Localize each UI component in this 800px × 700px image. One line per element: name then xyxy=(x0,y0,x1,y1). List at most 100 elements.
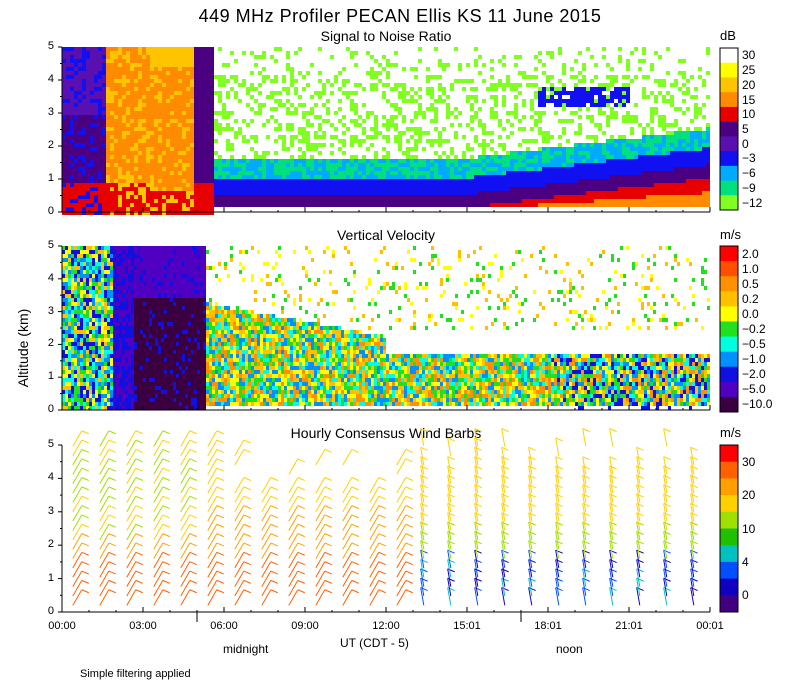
snr-cell xyxy=(382,115,386,119)
snr-cell xyxy=(498,59,502,63)
snr-cell xyxy=(382,147,386,151)
snr-cell xyxy=(470,195,474,199)
snr-cell xyxy=(458,171,462,175)
snr-cell xyxy=(330,159,334,163)
snr-cell xyxy=(62,143,66,147)
snr-cell xyxy=(198,139,202,143)
snr-cell xyxy=(210,171,214,175)
snr-cell xyxy=(478,167,482,171)
snr-cell xyxy=(206,59,210,63)
snr-cell xyxy=(514,171,518,175)
snr-cell xyxy=(82,99,86,103)
velocity-cell xyxy=(83,338,86,342)
snr-cell xyxy=(638,191,642,195)
snr-cell xyxy=(486,171,490,175)
snr-cell xyxy=(74,159,78,163)
snr-cell xyxy=(650,195,654,199)
snr-cell xyxy=(442,91,446,95)
snr-cell xyxy=(82,67,86,71)
snr-cell xyxy=(94,119,98,123)
snr-cell xyxy=(366,175,370,179)
snr-cell xyxy=(586,159,590,163)
snr-cell xyxy=(178,167,182,171)
snr-cell xyxy=(498,179,502,183)
velocity-cell xyxy=(83,382,86,386)
snr-cell xyxy=(390,119,394,123)
snr-cell xyxy=(566,191,570,195)
snr-cell xyxy=(382,159,386,163)
snr-cell xyxy=(114,119,118,123)
snr-cell xyxy=(150,127,154,131)
velocity-cell xyxy=(101,298,104,302)
snr-cell xyxy=(162,103,166,107)
snr-cell xyxy=(522,71,526,75)
snr-cell xyxy=(102,179,106,183)
snr-cell xyxy=(258,111,262,115)
snr-cell xyxy=(98,143,102,147)
snr-cell xyxy=(662,95,666,99)
snr-cell xyxy=(350,199,354,203)
snr-cell xyxy=(206,111,210,115)
snr-cell xyxy=(254,195,258,199)
snr-cell xyxy=(274,175,278,179)
snr-cell xyxy=(398,199,402,203)
snr-cell xyxy=(434,47,438,51)
snr-cell xyxy=(458,187,462,191)
snr-cell xyxy=(682,191,686,195)
cb-unit-velocity: m/s xyxy=(720,227,741,242)
snr-cell xyxy=(214,159,218,163)
snr-cell xyxy=(150,59,154,63)
snr-cell xyxy=(602,191,606,195)
snr-cell xyxy=(406,163,410,167)
snr-cell xyxy=(242,163,246,167)
snr-cell xyxy=(274,203,278,207)
snr-cell xyxy=(206,151,210,155)
snr-cell xyxy=(230,111,234,115)
snr-cell xyxy=(70,147,74,151)
velocity-cell xyxy=(74,266,77,270)
snr-cell xyxy=(694,203,698,207)
snr-cell xyxy=(322,143,326,147)
snr-cell xyxy=(230,51,234,55)
snr-cell xyxy=(110,67,114,71)
velocity-cell xyxy=(107,362,110,366)
snr-cell xyxy=(186,159,190,163)
snr-cell xyxy=(682,167,686,171)
snr-cell xyxy=(102,199,106,203)
snr-cell xyxy=(526,151,530,155)
snr-cell xyxy=(166,171,170,175)
snr-cell xyxy=(210,143,214,147)
snr-cell xyxy=(470,147,474,151)
velocity-cell xyxy=(68,286,71,290)
velocity-cell xyxy=(68,350,71,354)
snr-cell xyxy=(94,167,98,171)
snr-cell xyxy=(326,179,330,183)
velocity-cell xyxy=(62,334,65,338)
snr-cell xyxy=(210,195,214,199)
snr-cell xyxy=(82,127,86,131)
snr-cell xyxy=(298,187,302,191)
snr-cell xyxy=(110,183,114,187)
snr-cell xyxy=(74,127,78,131)
snr-cell xyxy=(622,167,626,171)
snr-cell xyxy=(590,199,594,203)
snr-cell xyxy=(166,167,170,171)
snr-cell xyxy=(478,159,482,163)
velocity-cell xyxy=(71,354,74,358)
snr-cell xyxy=(274,183,278,187)
snr-cell xyxy=(118,63,122,67)
snr-cell xyxy=(202,87,206,91)
snr-cell xyxy=(414,67,418,71)
snr-cell xyxy=(174,167,178,171)
snr-cell xyxy=(474,63,478,67)
snr-cell xyxy=(398,159,402,163)
snr-cell xyxy=(634,175,638,179)
snr-cell xyxy=(506,135,510,139)
snr-cell xyxy=(418,47,422,51)
snr-cell xyxy=(234,183,238,187)
velocity-cell xyxy=(80,310,83,314)
snr-cell xyxy=(566,199,570,203)
snr-cell xyxy=(150,83,154,87)
snr-cell xyxy=(114,159,118,163)
snr-cell xyxy=(490,115,494,119)
